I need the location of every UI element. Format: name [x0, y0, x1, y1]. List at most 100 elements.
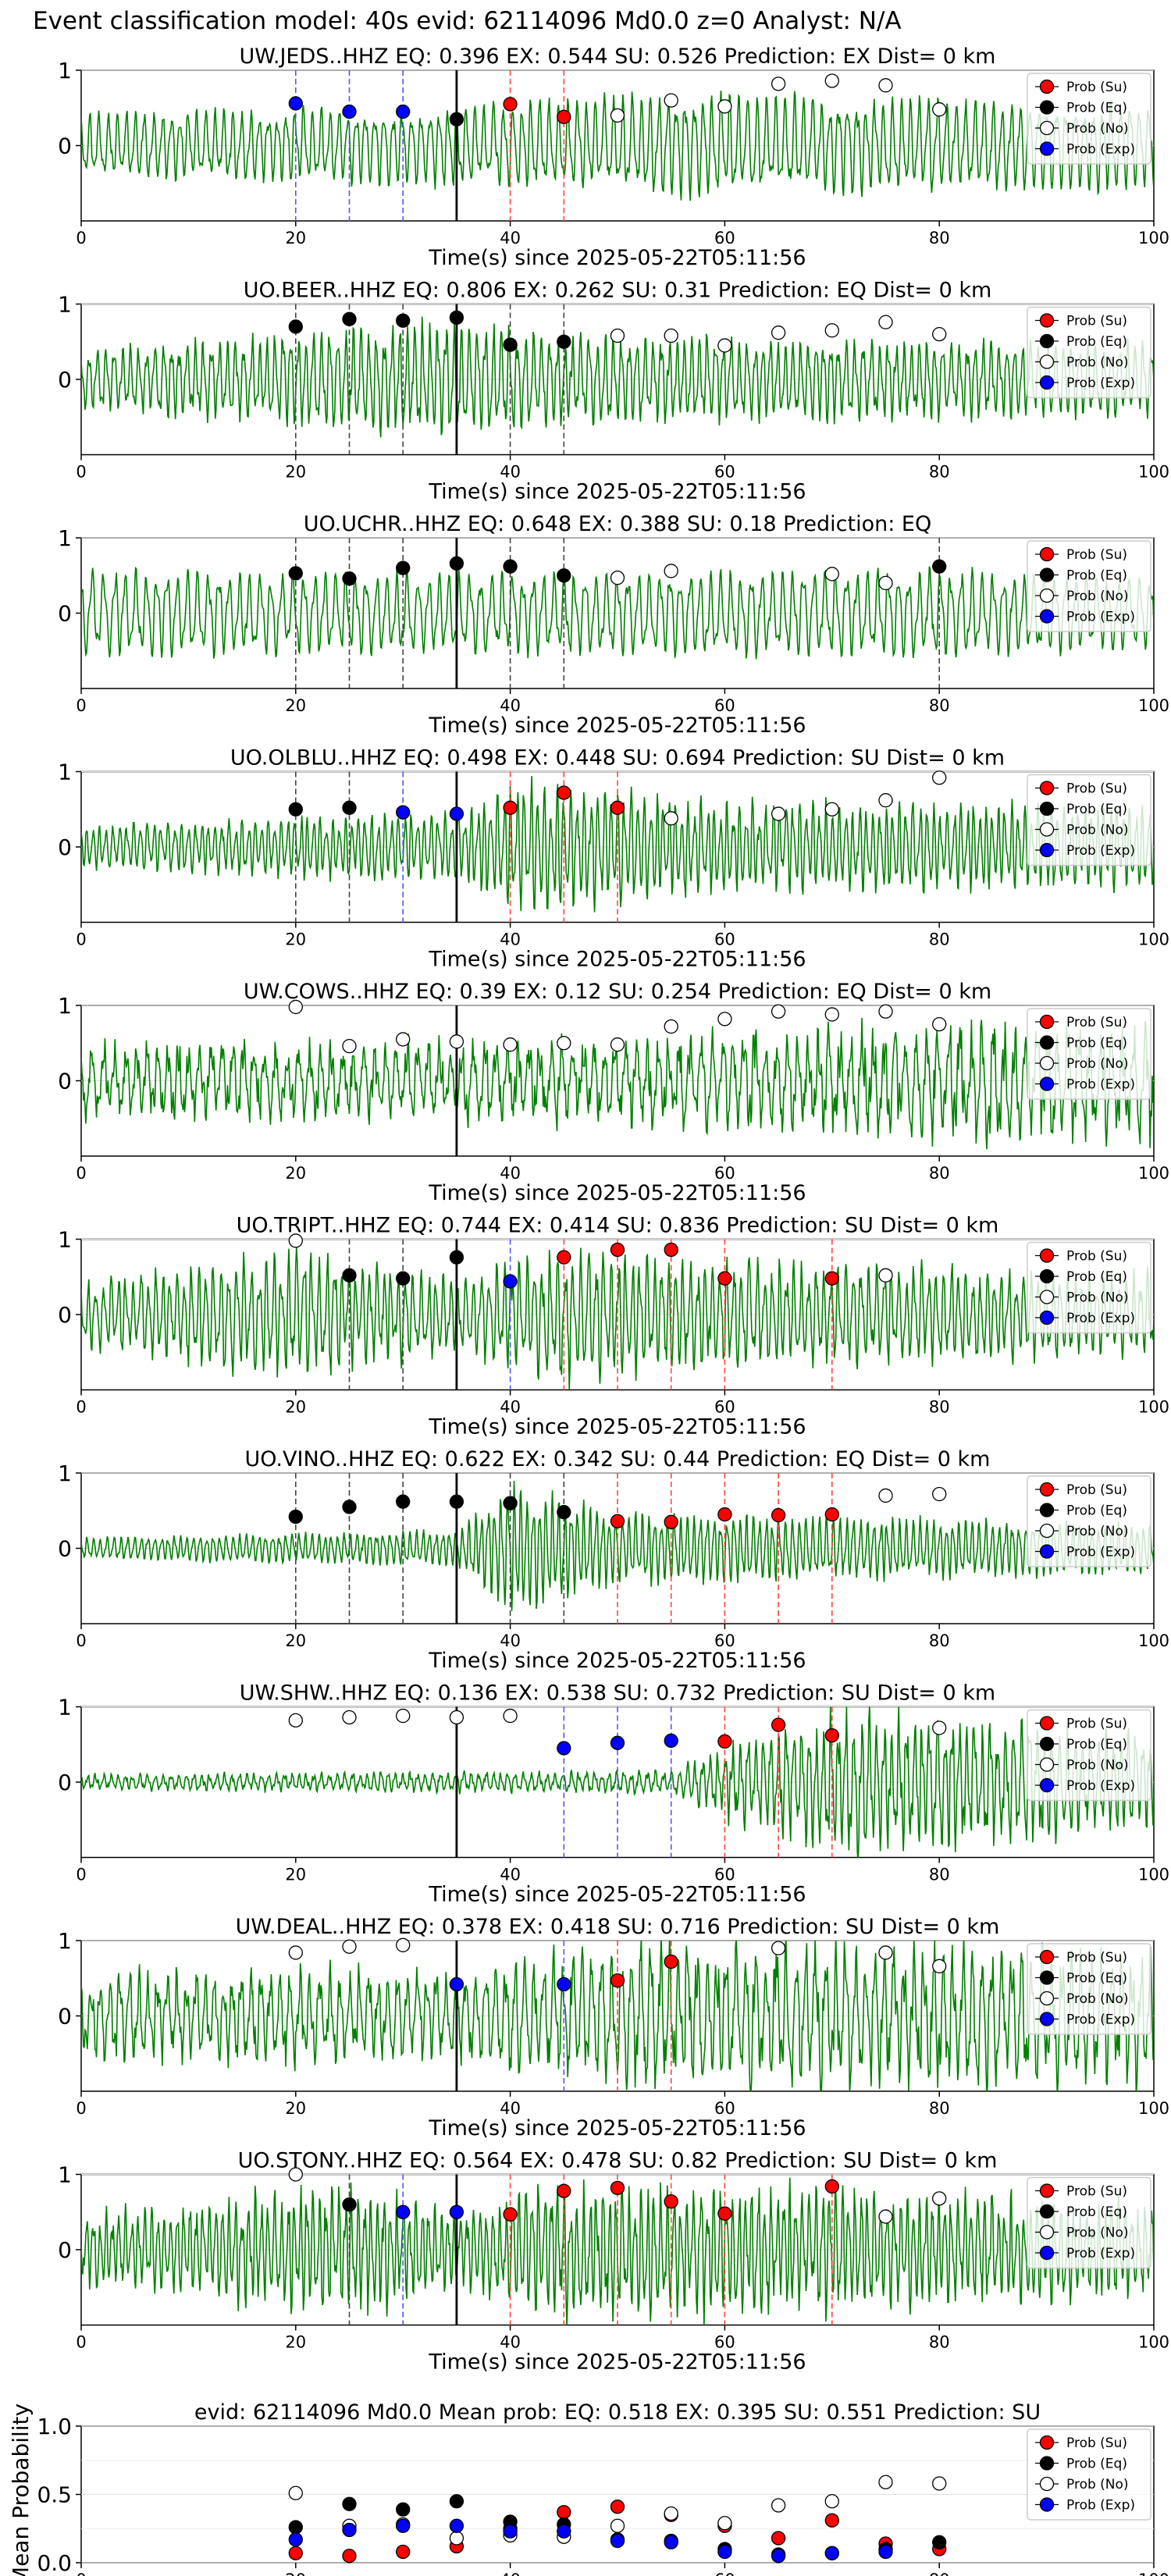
mean-point-exp — [342, 2522, 357, 2538]
x-tick-label: 0 — [76, 1866, 86, 1884]
prob-point-no — [503, 1037, 518, 1052]
mean-point-exp — [288, 2532, 303, 2547]
prob-point-no — [878, 1268, 893, 1283]
legend-marker-su — [1039, 1716, 1055, 1731]
prob-point-su — [610, 1242, 625, 1258]
legend-marker-exp — [1039, 1777, 1055, 1793]
prob-point-eq — [449, 1250, 464, 1265]
legend-marker-su — [1039, 1482, 1055, 1497]
y-tick-label: 1 — [58, 1461, 72, 1486]
x-tick-label: 20 — [285, 229, 306, 247]
legend-box — [1027, 2428, 1151, 2521]
panel-title: UW.COWS..HHZ EQ: 0.39 EX: 0.12 SU: 0.254… — [244, 980, 991, 1004]
x-tick-label: 20 — [285, 1398, 306, 1417]
y-tick-label: 1 — [58, 525, 72, 551]
x-tick-label: 40 — [500, 1631, 521, 1650]
station-panel-4: UW.COWS..HHZ EQ: 0.39 EX: 0.12 SU: 0.254… — [58, 980, 1169, 1205]
prob-point-no — [717, 1012, 732, 1026]
x-tick-label: 20 — [285, 2099, 306, 2118]
prob-point-exp — [396, 2204, 411, 2219]
legend-marker-exp — [1039, 842, 1055, 858]
prob-point-no — [824, 567, 839, 582]
prob-point-su — [717, 2206, 732, 2221]
legend-label-su: Prob (Su) — [1066, 1482, 1127, 1498]
x-tick-label: 40 — [500, 463, 521, 482]
legend-marker-su — [1039, 2435, 1055, 2450]
x-tick-label: 60 — [714, 2333, 735, 2352]
x-tick-label: 80 — [929, 1164, 950, 1183]
legend-marker-exp — [1039, 1310, 1055, 1325]
prob-point-su — [717, 1734, 732, 1749]
legend-marker-su — [1039, 79, 1055, 94]
x-tick-label: 60 — [714, 1866, 735, 1884]
x-tick-label: 40 — [500, 2099, 521, 2118]
prob-point-eq — [449, 1494, 464, 1509]
legend-marker-no — [1039, 822, 1055, 837]
prob-point-exp — [449, 2204, 464, 2219]
prob-point-no — [288, 1233, 303, 1248]
prob-point-no — [396, 1708, 411, 1724]
prob-point-eq — [503, 1496, 518, 1510]
prob-point-no — [610, 1037, 625, 1052]
x-tick-label: 40 — [500, 1398, 521, 1417]
prob-point-no — [932, 102, 947, 117]
x-tick-label: 80 — [929, 1631, 950, 1650]
legend-marker-exp — [1039, 2245, 1055, 2261]
prob-point-su — [824, 1728, 839, 1743]
prob-point-eq — [396, 1494, 411, 1509]
panel-title: UW.JEDS..HHZ EQ: 0.396 EX: 0.544 SU: 0.5… — [240, 44, 996, 69]
mean-point-no — [771, 2498, 786, 2513]
legend-label-su: Prob (Su) — [1066, 1717, 1127, 1732]
legend-label-eq: Prob (Eq) — [1066, 1269, 1127, 1285]
prob-point-no — [664, 564, 678, 578]
panel-title: UO.OLBLU..HHZ EQ: 0.498 EX: 0.448 SU: 0.… — [230, 746, 1005, 770]
legend-marker-no — [1039, 354, 1055, 369]
mean-point-exp — [449, 2518, 464, 2533]
legend-label-su: Prob (Su) — [1066, 1950, 1127, 1966]
legend-label-no: Prob (No) — [1066, 2477, 1129, 2492]
prob-point-su — [771, 1717, 786, 1732]
y-tick-label: 1 — [58, 2162, 72, 2188]
prob-point-su — [503, 97, 518, 112]
x-tick-label: 80 — [929, 463, 950, 482]
prob-point-no — [824, 802, 839, 817]
legend-box — [1027, 1475, 1151, 1567]
prob-point-eq — [503, 337, 518, 352]
prob-point-no — [664, 328, 678, 343]
prob-point-eq — [449, 310, 464, 326]
legend-marker-eq — [1039, 801, 1055, 817]
legend-label-su: Prob (Su) — [1066, 2435, 1127, 2451]
x-tick-label: 60 — [714, 1164, 735, 1183]
y-tick-label: 0.5 — [37, 2482, 72, 2508]
x-tick-label: 60 — [714, 2099, 735, 2118]
mean-point-exp — [824, 2546, 839, 2560]
x-tick-label: 0 — [76, 2333, 86, 2352]
prob-point-no — [610, 108, 625, 123]
prob-point-no — [288, 2167, 303, 2182]
prob-point-no — [878, 1488, 893, 1503]
prob-point-no — [932, 1959, 947, 1973]
station-panel-6: UO.VINO..HHZ EQ: 0.622 EX: 0.342 SU: 0.4… — [58, 1447, 1169, 1673]
legend-label-eq: Prob (Eq) — [1066, 2204, 1127, 2220]
legend-marker-su — [1039, 546, 1055, 562]
prob-point-eq — [557, 334, 571, 349]
legend-label-no: Prob (No) — [1066, 2226, 1129, 2241]
prob-point-eq — [342, 2197, 357, 2212]
y-tick-label: 0 — [58, 1770, 72, 1795]
mean-point-no — [610, 2518, 625, 2533]
legend-label-exp: Prob (Exp) — [1066, 1545, 1135, 1560]
prob-point-no — [824, 1007, 839, 1022]
mean-point-no — [824, 2494, 839, 2509]
waveform-trace — [81, 316, 1154, 438]
legend-marker-exp — [1039, 2497, 1055, 2512]
x-tick-label: 0 — [76, 696, 86, 715]
legend-marker-exp — [1039, 1544, 1055, 1559]
prob-point-no — [878, 78, 893, 93]
mean-point-exp — [664, 2535, 678, 2549]
mean-point-su — [771, 2531, 786, 2546]
prob-point-exp — [610, 1735, 625, 1750]
legend-marker-exp — [1039, 141, 1055, 156]
x-tick-label: 20 — [285, 2333, 306, 2352]
legend-marker-eq — [1039, 2456, 1055, 2471]
x-tick-label: 100 — [1138, 1398, 1169, 1417]
